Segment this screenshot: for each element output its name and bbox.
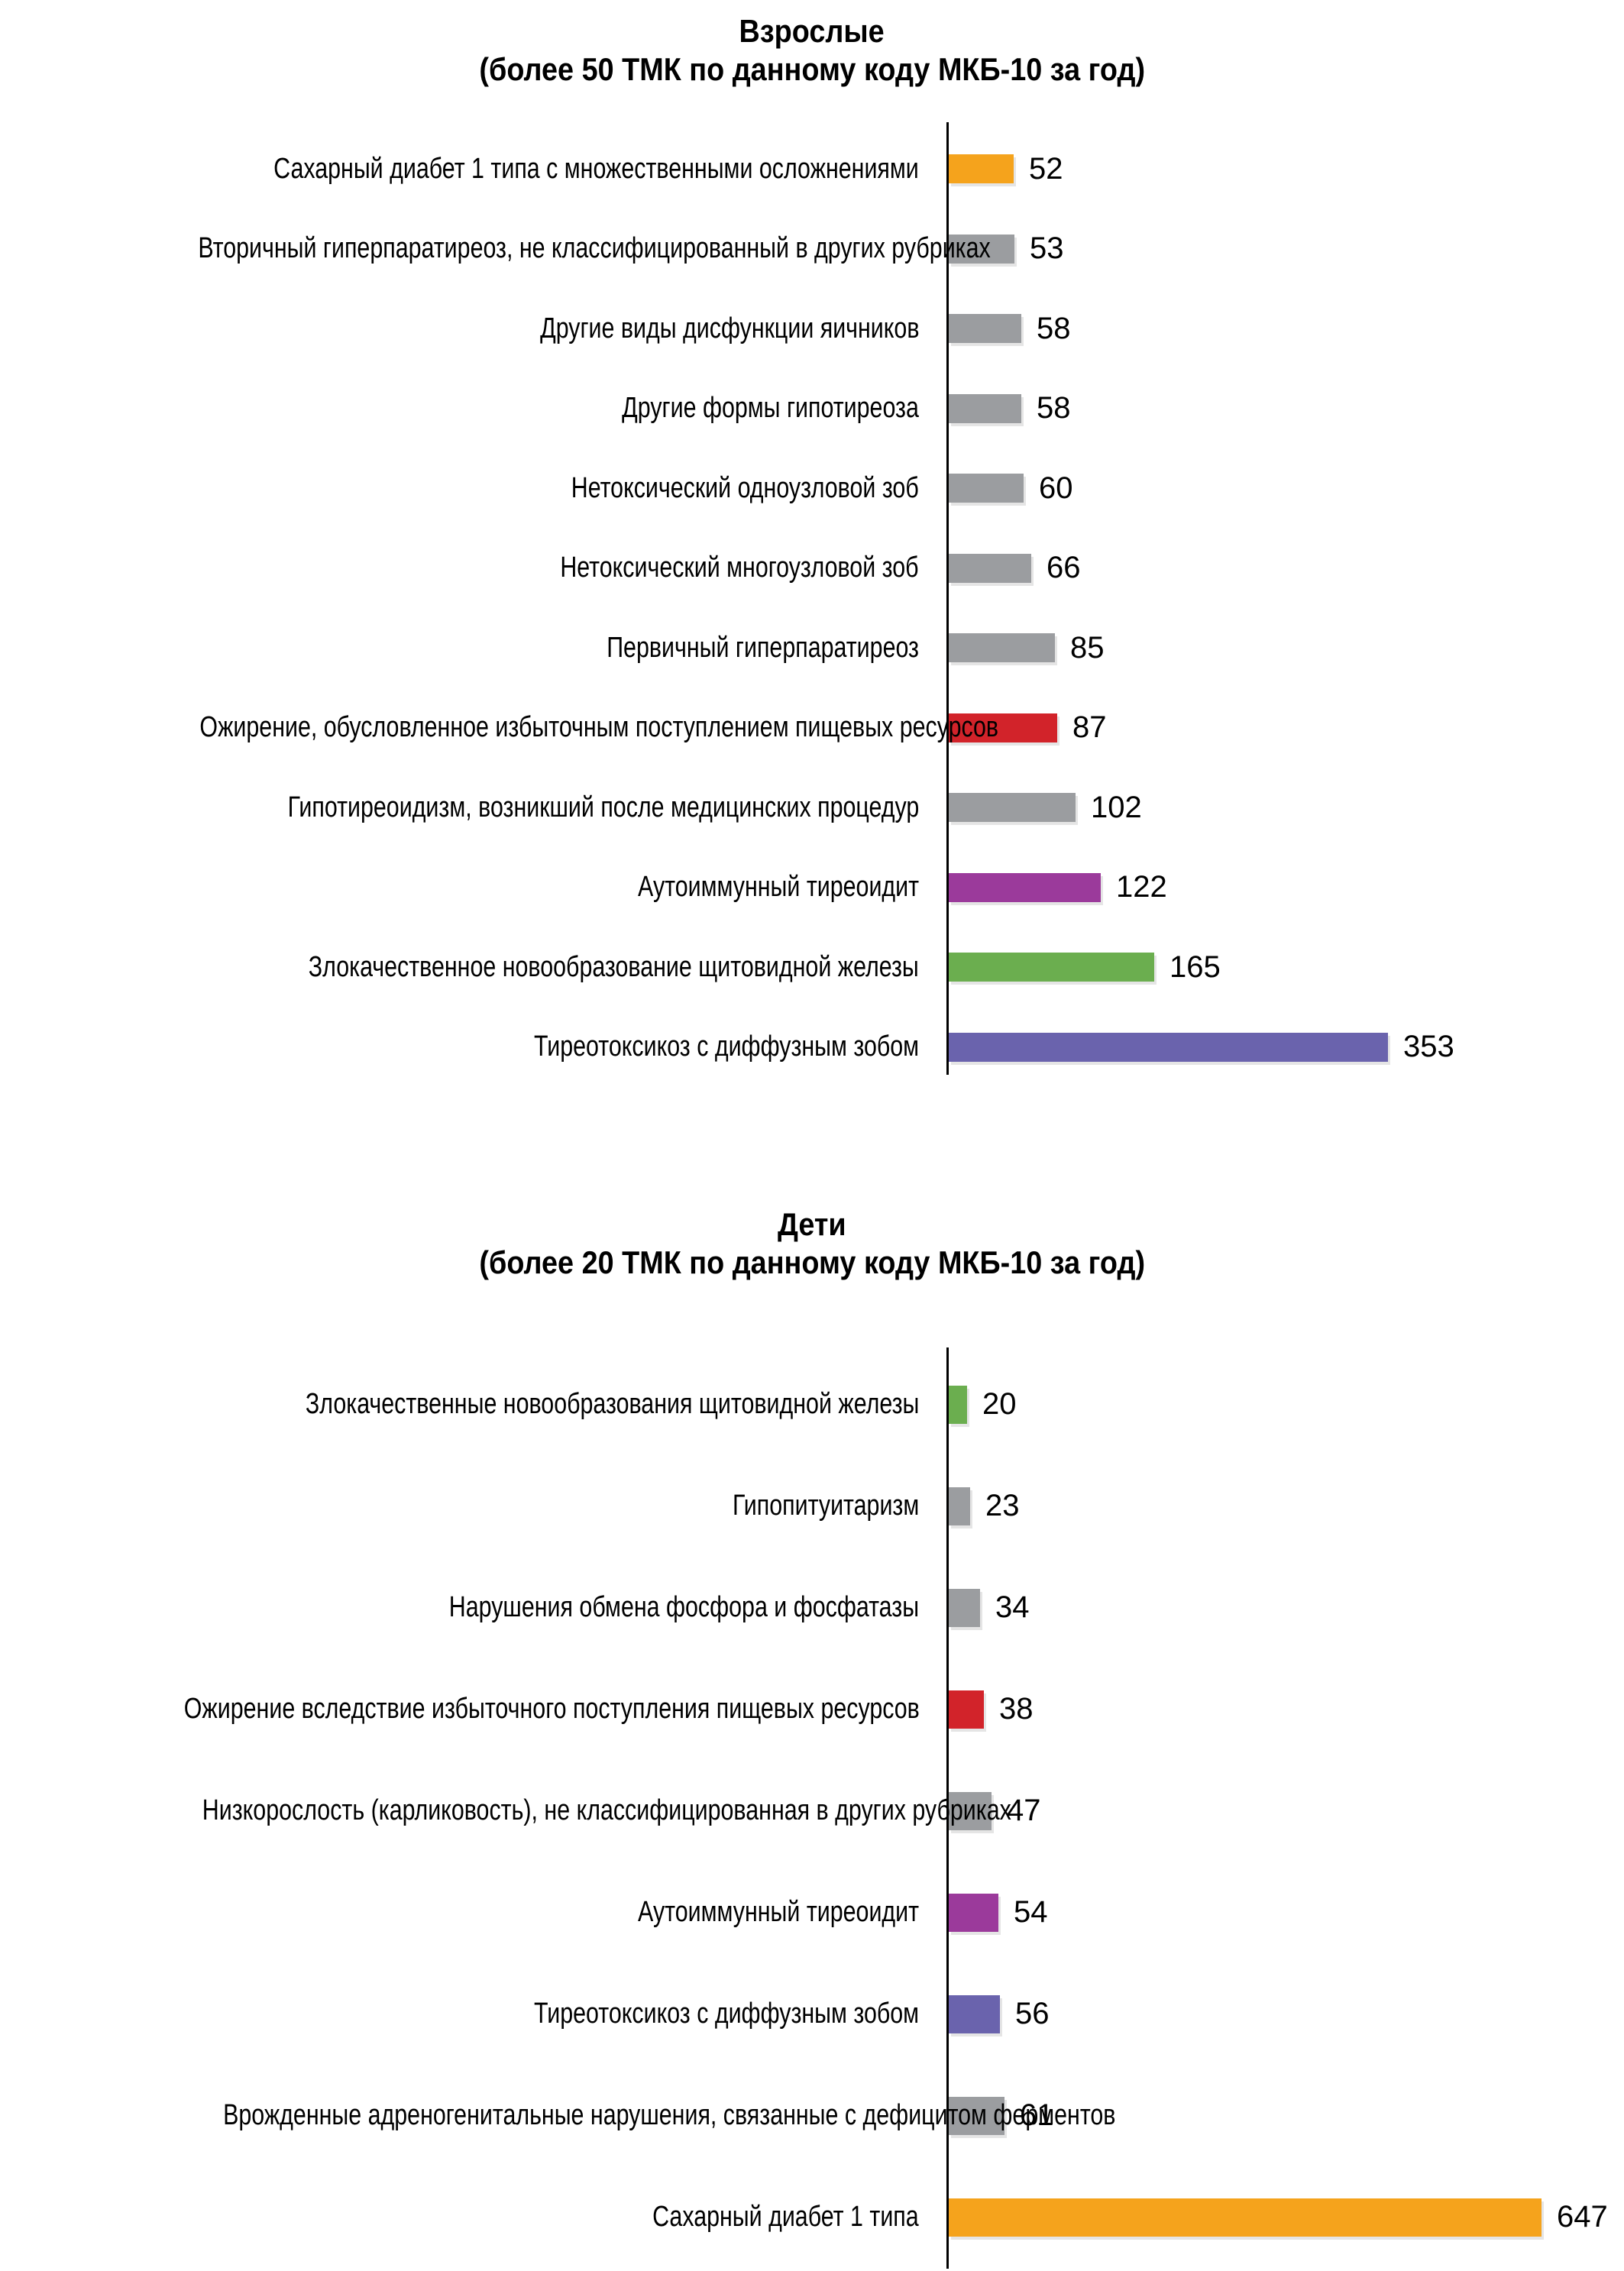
bar (949, 1588, 980, 1627)
bar (949, 314, 1021, 344)
chart-row: Ожирение, обусловленное избыточным посту… (0, 688, 1624, 768)
category-label: Гипопитуитаризм (732, 1490, 919, 1522)
chart-row: Сахарный диабет 1 типа с множественными … (0, 129, 1624, 209)
bar (949, 872, 1101, 902)
category-label: Низкорослость (карликовость), не классиф… (202, 1794, 1011, 1826)
category-label: Первичный гиперпаратиреоз (607, 631, 919, 664)
chart-row: Ожирение вследствие избыточного поступле… (0, 1658, 1624, 1760)
y-axis-line (946, 122, 949, 1075)
category-label: Аутоиммунный тиреоидит (637, 1896, 919, 1928)
category-label: Нетоксический одноузловой зоб (571, 471, 919, 504)
bar (949, 953, 1154, 982)
bar (949, 793, 1076, 823)
chart-row: Врожденные адреногенитальные нарушения, … (0, 2065, 1624, 2166)
value-label: 165 (1169, 949, 1221, 984)
value-label: 122 (1116, 870, 1167, 904)
chart-row: Нетоксический многоузловой зоб 66 (0, 529, 1624, 609)
value-label: 85 (1070, 630, 1105, 665)
value-label: 87 (1072, 710, 1107, 745)
category-label: Ожирение, обусловленное избыточным посту… (199, 711, 999, 744)
chart-row: Злокачественное новообразование щитовидн… (0, 927, 1624, 1008)
value-label: 34 (995, 1590, 1030, 1624)
children-chart-title: Дети (778, 1206, 846, 1242)
category-label: Аутоиммунный тиреоидит (637, 871, 919, 904)
category-label: Тиреотоксикоз с диффузным зобом (533, 1998, 919, 2030)
value-label: 58 (1037, 391, 1071, 425)
bar (949, 1032, 1388, 1062)
bar (949, 393, 1021, 423)
chart-row: Тиреотоксикоз с диффузным зобом 353 (0, 1008, 1624, 1088)
value-label: 56 (1015, 1997, 1050, 2030)
category-label: Ожирение вследствие избыточного поступле… (183, 1693, 920, 1725)
value-label: 66 (1047, 551, 1081, 585)
bar (949, 2096, 1004, 2135)
chart-row: Низкорослость (карликовость), не классиф… (0, 1760, 1624, 1862)
bar (949, 553, 1031, 583)
category-label: Другие виды дисфункции яичников (539, 312, 919, 345)
bar (949, 1994, 1000, 2033)
chart-row: Другие формы гипотиреоза 58 (0, 369, 1624, 449)
category-label: Другие формы гипотиреоза (622, 392, 919, 425)
category-label: Сахарный диабет 1 типа (652, 2201, 919, 2233)
chart-row: Нарушения обмена фосфора и фосфатазы 34 (0, 1557, 1624, 1658)
chart-row: Другие виды дисфункции яичников 58 (0, 289, 1624, 369)
value-label: 60 (1039, 471, 1073, 505)
value-label: 58 (1037, 311, 1071, 345)
category-label: Тиреотоксикоз с диффузным зобом (533, 1030, 919, 1063)
chart-row: Первичный гиперпаратиреоз 85 (0, 608, 1624, 688)
bar (949, 234, 1014, 264)
category-label: Гипотиреоидизм, возникший после медицинс… (287, 791, 919, 823)
category-label: Врожденные адреногенитальные нарушения, … (223, 2099, 1116, 2131)
value-label: 53 (1030, 231, 1064, 266)
chart-row: Злокачественные новообразования щитовидн… (0, 1354, 1624, 1455)
category-label: Нетоксический многоузловой зоб (560, 552, 919, 584)
rows: Сахарный диабет 1 типа с множественными … (0, 129, 1624, 1087)
value-label: 353 (1403, 1030, 1454, 1064)
bar (949, 474, 1024, 503)
children-chart-subtitle: (более 20 ТМК по данному коду МКБ-10 за … (479, 1244, 1145, 1280)
chart-row: Вторичный гиперпаратиреоз, не классифици… (0, 209, 1624, 290)
chart-row: Нетоксический одноузловой зоб 60 (0, 448, 1624, 529)
value-label: 38 (999, 1692, 1034, 1726)
value-label: 102 (1091, 790, 1142, 824)
adults-chart-title-block: Взрослые (более 50 ТМК по данному коду М… (0, 12, 1624, 89)
bar (949, 1690, 984, 1729)
category-label: Злокачественное новообразование щитовидн… (309, 950, 919, 983)
chart-row: Аутоиммунный тиреоидит 54 (0, 1862, 1624, 1963)
children-plot-area: Злокачественные новообразования щитовидн… (0, 1347, 1624, 2269)
children-chart-title-block: Дети (более 20 ТМК по данному коду МКБ-1… (0, 1205, 1624, 1282)
value-label: 23 (985, 1489, 1020, 1522)
chart-row: Сахарный диабет 1 типа 647 (0, 2166, 1624, 2268)
y-axis-line (946, 1347, 949, 2269)
adults-plot-area: Сахарный диабет 1 типа с множественными … (0, 122, 1624, 1087)
bar (949, 1487, 970, 1525)
value-label: 20 (982, 1387, 1017, 1421)
bar (949, 633, 1055, 663)
value-label: 647 (1557, 2200, 1608, 2234)
adults-chart-subtitle: (более 50 ТМК по данному коду МКБ-10 за … (479, 51, 1145, 87)
value-label: 61 (1020, 2098, 1054, 2132)
adults-chart-title: Взрослые (739, 13, 885, 49)
bar (949, 1791, 992, 1830)
bar (949, 1385, 967, 1424)
value-label: 54 (1014, 1895, 1048, 1929)
chart-row: Гипотиреоидизм, возникший после медицинс… (0, 768, 1624, 848)
category-label: Злокачественные новообразования щитовидн… (305, 1388, 920, 1420)
category-label: Сахарный диабет 1 типа с множественными … (273, 152, 919, 185)
bar (949, 154, 1014, 184)
chart-row: Тиреотоксикоз с диффузным зобом 56 (0, 1963, 1624, 2065)
category-label: Вторичный гиперпаратиреоз, не классифици… (198, 232, 991, 265)
value-label: 47 (1007, 1794, 1041, 1827)
chart-row: Гипопитуитаризм 23 (0, 1455, 1624, 1557)
value-label: 52 (1029, 151, 1063, 186)
bar (949, 1893, 998, 1932)
chart-row: Аутоиммунный тиреоидит 122 (0, 848, 1624, 928)
bar (949, 2198, 1542, 2237)
rows: Злокачественные новообразования щитовидн… (0, 1354, 1624, 2268)
category-label: Нарушения обмена фосфора и фосфатазы (448, 1591, 919, 1623)
bar (949, 713, 1057, 742)
